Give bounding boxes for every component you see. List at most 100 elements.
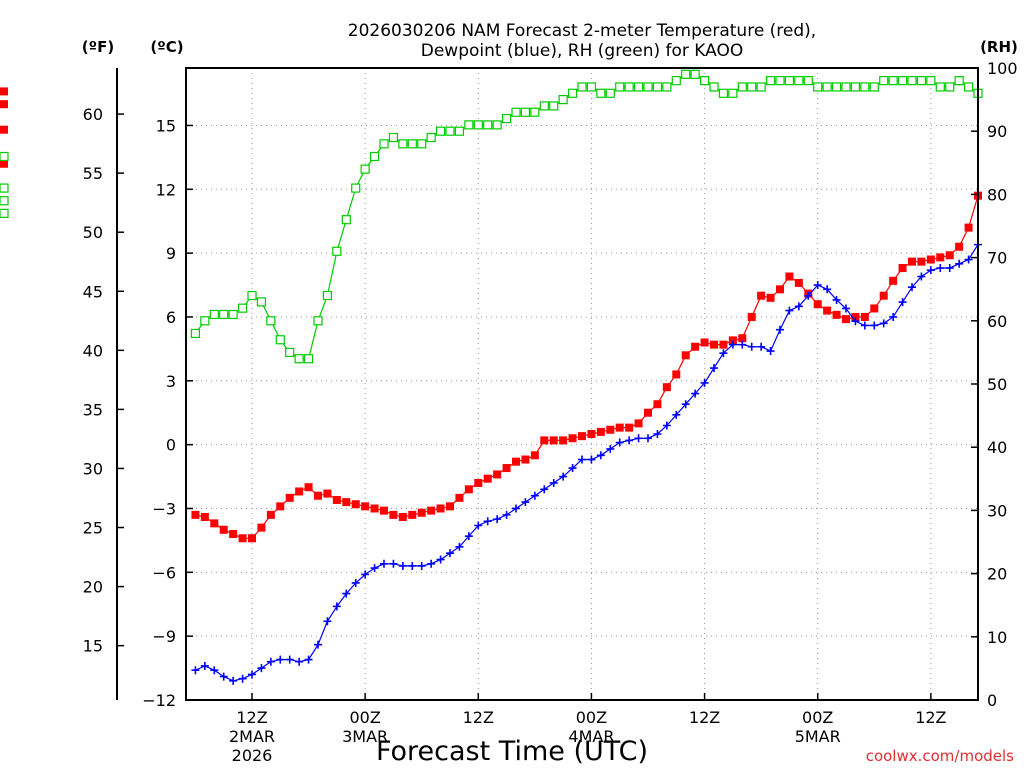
- rh-point: [737, 82, 747, 92]
- dewpoint-point: [219, 672, 228, 681]
- rh-point: [520, 107, 531, 117]
- tick-label-f: 20: [83, 578, 103, 597]
- dewpoint-point: [634, 434, 643, 443]
- rh-line: [194, 73, 979, 360]
- dewpoint-point: [653, 430, 662, 439]
- rh-point: [219, 309, 229, 320]
- rh-point: [398, 139, 408, 149]
- rh-point: [794, 76, 804, 86]
- rh-point: [718, 88, 729, 98]
- tick-label-f: 15: [83, 637, 103, 656]
- dewpoint-point: [314, 640, 322, 649]
- rh-point: [483, 120, 493, 130]
- dewpoint-point: [417, 561, 426, 570]
- rh-point: [407, 139, 417, 149]
- dewpoint-point: [295, 657, 304, 666]
- dewpoint-point: [596, 451, 605, 460]
- dewpoint-point: [955, 259, 964, 268]
- dewpoint-point: [210, 666, 219, 675]
- rh-point: [747, 82, 757, 92]
- tick-label-time: 12Z: [915, 708, 946, 727]
- 2-meter-temperature-point: [757, 291, 766, 300]
- 2-meter-temperature-point: [813, 300, 822, 309]
- 2-meter-temperature-point: [559, 436, 568, 445]
- dewpoint-point: [549, 478, 558, 487]
- dewpoint-point: [728, 340, 737, 349]
- dewpoint-point: [832, 295, 841, 304]
- dewpoint-point: [464, 532, 473, 541]
- dewpoint-point: [304, 655, 313, 664]
- 2-meter-temperature-point: [389, 510, 398, 519]
- rh-point: [558, 94, 568, 105]
- 2-meter-temperature-point: [276, 502, 285, 511]
- rh-point: [756, 82, 766, 92]
- 2-meter-temperature-point: [851, 312, 860, 321]
- tick-label-f: 40: [83, 341, 103, 360]
- 2-meter-temperature-point: [229, 530, 238, 539]
- 2-meter-temperature-point: [521, 455, 530, 464]
- 2-meter-temperature-point: [955, 242, 964, 251]
- 2-meter-temperature-point: [540, 436, 549, 445]
- tick-label-c: −3: [152, 499, 176, 518]
- dewpoint-point: [257, 664, 266, 673]
- dewpoint-point: [436, 555, 445, 564]
- rh-point: [0, 183, 9, 193]
- rh-point: [351, 183, 361, 193]
- 2-meter-temperature-point: [342, 498, 351, 507]
- 2-meter-temperature-point: [0, 159, 8, 168]
- 2-meter-temperature-point: [0, 125, 8, 134]
- rh-point: [501, 113, 512, 124]
- rh-point: [256, 297, 267, 307]
- 2-meter-temperature-point: [908, 257, 916, 266]
- rh-point: [530, 107, 540, 117]
- 2-meter-temperature-point: [0, 87, 8, 96]
- 2-meter-temperature-point: [191, 510, 200, 519]
- rh-point: [963, 82, 974, 92]
- 2-meter-temperature-point: [398, 512, 407, 521]
- tick-label-c: 9: [166, 244, 176, 263]
- tick-label-c: 15: [156, 116, 176, 135]
- dewpoint-point: [879, 319, 888, 328]
- 2-meter-temperature-point: [408, 510, 417, 519]
- rh-axis-unit: (RH): [980, 38, 1018, 56]
- dewpoint-point: [474, 521, 483, 530]
- rh-point: [417, 139, 427, 149]
- dewpoint-point: [625, 436, 634, 445]
- 2-meter-temperature-point: [502, 464, 511, 473]
- tick-label-rh: 80: [987, 185, 1007, 204]
- dewpoint-point: [813, 281, 822, 290]
- tick-label-f: 35: [83, 400, 103, 419]
- dewpoint-point: [493, 515, 502, 524]
- dewpoint-point: [389, 559, 398, 568]
- dewpoint-point: [521, 498, 530, 507]
- 2-meter-temperature-point: [842, 315, 850, 324]
- 2-meter-temperature-point: [285, 493, 294, 502]
- 2-meter-temperature-point: [832, 310, 841, 319]
- tick-label-c: 0: [166, 436, 176, 455]
- dewpoint-point: [908, 283, 916, 292]
- 2-meter-temperature-point: [672, 370, 681, 379]
- dewpoint-point: [757, 342, 766, 351]
- rh-point: [313, 316, 323, 326]
- rh-point: [285, 347, 295, 357]
- dewpoint-point: [851, 317, 860, 326]
- tick-label-date: 5MAR: [795, 727, 841, 746]
- rh-point: [294, 354, 304, 364]
- dewpoint-point: [823, 285, 832, 294]
- tick-label-rh: 0: [987, 691, 997, 710]
- 2-meter-temperature-point: [728, 336, 737, 345]
- rh-point: [709, 82, 719, 92]
- tick-label-f: 60: [83, 105, 103, 124]
- dewpoint-point: [785, 306, 794, 315]
- 2-meter-temperature-point: [455, 493, 464, 502]
- rh-point: [945, 82, 955, 92]
- rh-point: [662, 82, 672, 92]
- 2-meter-temperature-point: [776, 285, 784, 294]
- tick-label-c: −9: [152, 627, 176, 646]
- 2-meter-temperature-point: [266, 510, 275, 519]
- rh-point: [765, 76, 776, 86]
- rh-point: [266, 316, 276, 326]
- 2-meter-temperature-point: [323, 489, 332, 498]
- tick-label-time: 00Z: [802, 708, 833, 727]
- 2-meter-temperature-point: [427, 506, 436, 515]
